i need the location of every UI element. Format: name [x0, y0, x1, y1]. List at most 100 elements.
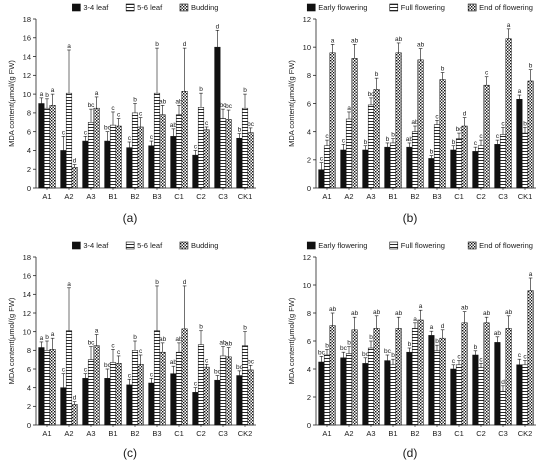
- legend-label: Budding: [191, 3, 219, 12]
- legend-swatch: [306, 3, 316, 12]
- significance-label: b: [133, 334, 137, 341]
- significance-label: a: [529, 271, 533, 278]
- significance-label: ab: [219, 340, 227, 347]
- y-tick-label: 12: [23, 309, 31, 318]
- significance-label: a: [67, 281, 71, 288]
- significance-label: bc: [340, 345, 348, 352]
- bar: [472, 354, 479, 426]
- bar: [516, 364, 523, 426]
- y-tick-label: 10: [23, 327, 31, 336]
- significance-label: a: [331, 37, 335, 44]
- x-tick-label: A3: [86, 192, 95, 201]
- legend-swatch: [179, 3, 189, 12]
- bar: [181, 91, 188, 189]
- bar: [373, 328, 380, 426]
- bar: [455, 364, 463, 426]
- y-tick-label: 16: [23, 271, 31, 280]
- x-tick-label: C1: [174, 192, 184, 201]
- significance-label: b: [155, 41, 159, 48]
- bar: [60, 387, 67, 426]
- significance-label: a: [347, 105, 351, 112]
- x-tick-label: C3: [218, 192, 228, 201]
- significance-label: bc: [104, 362, 112, 369]
- y-tick-label: 0: [307, 184, 311, 193]
- bar: [115, 363, 122, 426]
- bar: [494, 144, 501, 189]
- x-tick-label: A2: [344, 429, 353, 438]
- significance-label: c: [342, 137, 346, 144]
- legend-label: 3-4 leaf: [83, 241, 109, 250]
- bar: [483, 322, 490, 426]
- bar: [104, 378, 111, 426]
- x-tick-label: C1: [454, 192, 464, 201]
- y-tick-label: 8: [27, 346, 31, 355]
- bar: [65, 92, 73, 189]
- legend-label: End of flowering: [479, 3, 533, 12]
- significance-label: c: [84, 367, 88, 374]
- significance-label: ab: [175, 336, 183, 343]
- bar: [395, 52, 402, 189]
- y-axis-label: MDA content(μmol/(g FW): [7, 297, 16, 384]
- legend-label: 5-6 leaf: [137, 241, 163, 250]
- significance-label: c: [111, 105, 115, 112]
- x-tick-label: B3: [152, 429, 161, 438]
- bar: [137, 364, 144, 426]
- bar: [472, 151, 479, 189]
- x-tick-label: C3: [218, 429, 228, 438]
- y-tick-label: 0: [307, 421, 311, 430]
- y-tick-label: 18: [23, 253, 31, 262]
- significance-label: bc: [236, 364, 244, 371]
- bar: [323, 354, 331, 426]
- bar: [406, 351, 413, 426]
- y-tick-label: 6: [307, 99, 311, 108]
- x-tick-label: C3: [498, 192, 508, 201]
- legend-swatch: [72, 3, 81, 12]
- y-tick-label: 0: [27, 421, 31, 430]
- bar: [93, 345, 100, 426]
- bar: [389, 364, 397, 426]
- significance-label: c: [205, 120, 209, 127]
- significance-label: ab: [373, 309, 381, 316]
- significance-label: b: [199, 324, 203, 331]
- bar: [87, 359, 95, 426]
- significance-label: c: [139, 111, 143, 118]
- bar: [461, 322, 468, 426]
- significance-label: ab: [395, 36, 403, 43]
- bar: [411, 328, 419, 426]
- significance-label: ab: [483, 310, 491, 317]
- significance-label: a: [95, 327, 99, 334]
- bar: [175, 114, 183, 189]
- y-tick-label: 8: [307, 309, 311, 318]
- significance-label: ab: [175, 98, 183, 105]
- significance-label: bc: [88, 102, 96, 109]
- bar: [225, 119, 232, 189]
- bar: [461, 125, 468, 189]
- bar: [219, 355, 227, 426]
- significance-label: a: [40, 335, 44, 342]
- legend-label: Budding: [191, 241, 219, 250]
- x-tick-label: C2: [476, 429, 486, 438]
- bar: [345, 353, 353, 426]
- bar: [49, 105, 56, 189]
- bar: [219, 118, 227, 189]
- bar: [38, 347, 45, 426]
- x-tick-label: B2: [130, 192, 139, 201]
- bar: [65, 330, 73, 426]
- significance-label: c: [485, 70, 489, 77]
- bar: [203, 129, 210, 189]
- significance-label: c: [111, 342, 115, 349]
- x-tick-label: B1: [108, 192, 117, 201]
- panel-caption-a: (a): [123, 211, 138, 225]
- significance-label: a: [95, 90, 99, 97]
- bar: [505, 38, 512, 189]
- bar: [428, 158, 435, 189]
- bar: [170, 136, 177, 189]
- bar: [329, 52, 336, 189]
- bar: [428, 335, 435, 426]
- bar: [340, 149, 347, 189]
- significance-label: c: [205, 357, 209, 364]
- y-tick-label: 6: [307, 337, 311, 346]
- significance-label: ab: [170, 359, 178, 366]
- y-tick-label: 2: [307, 393, 311, 402]
